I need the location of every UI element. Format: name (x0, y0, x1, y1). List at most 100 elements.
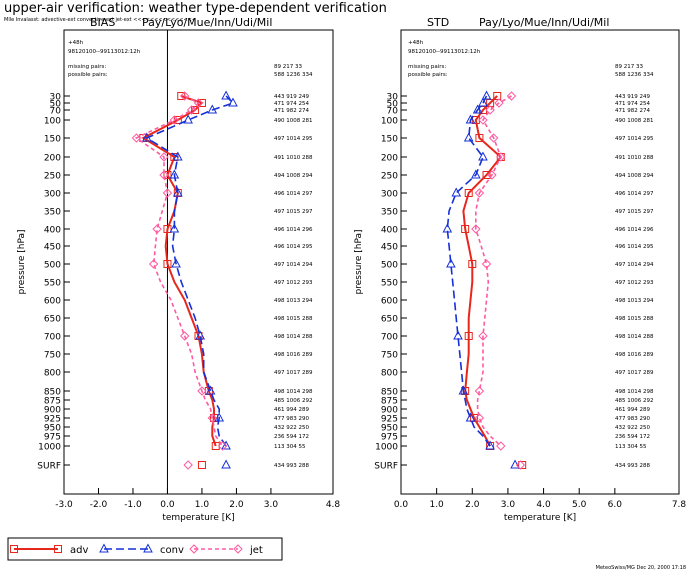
series-adv-point (482, 171, 491, 179)
series-conv-point (183, 114, 193, 124)
series-conv-point (169, 223, 180, 233)
legend-label-adv: adv (70, 545, 88, 556)
series-jet-point (217, 441, 228, 451)
series-jet-point (496, 441, 506, 451)
series-jet-point (169, 115, 180, 125)
series-jet-point (506, 91, 517, 101)
series-conv-point (451, 187, 462, 197)
y-tick-label: 600 (381, 297, 398, 307)
x-tick-label: 6.0 (608, 500, 623, 510)
legend-marker-jet (189, 544, 199, 554)
pair-count: 498 1016 289 (274, 352, 313, 358)
x-tick-label: 1.0 (195, 500, 210, 510)
missing-pairs-label: missing pairs: (68, 64, 106, 70)
panel-title-left: STD (427, 16, 449, 29)
legend-marker-conv (143, 543, 153, 553)
y-tick-label: 750 (381, 351, 398, 361)
y-tick-label: 900 (44, 406, 61, 416)
series-conv-point (221, 90, 231, 100)
y-tick-label: 100 (381, 117, 398, 127)
series-conv-line (446, 95, 491, 447)
series-adv-point (464, 189, 473, 197)
info-lead-time: +48h (408, 40, 424, 46)
pair-count: 498 1013 294 (615, 298, 654, 304)
pair-count: 494 1008 294 (274, 173, 313, 179)
pair-count: 497 1014 294 (615, 262, 654, 268)
possible-pairs-label: possible pairs: (68, 72, 108, 78)
series-conv-point (472, 104, 483, 114)
series-adv-point (468, 260, 477, 268)
y-axis-label: pressure [hPa] (354, 230, 364, 295)
y-tick-label: 850 (381, 388, 398, 398)
possible-pairs-label: possible pairs: (408, 72, 448, 78)
series-conv-point (172, 187, 183, 197)
legend-marker-conv (99, 543, 109, 553)
series-adv-point (461, 225, 470, 233)
info-period: 98120100--99113012:12h (68, 49, 141, 55)
y-tick-label: 1000 (375, 443, 398, 453)
series-jet-point (186, 105, 197, 115)
pair-count: 490 1008 281 (615, 118, 654, 124)
y-tick-label: 650 (381, 315, 398, 325)
y-tick-label: 700 (44, 333, 61, 343)
series-conv-point (478, 97, 488, 107)
y-tick-label: 300 (44, 190, 61, 200)
pair-count: 443 919 249 (615, 94, 650, 100)
series-conv-point (481, 90, 492, 100)
y-tick-label: 350 (44, 208, 61, 218)
series-jet-point (488, 133, 499, 143)
y-tick-label: 70 (50, 107, 62, 117)
series-jet-point (487, 170, 497, 180)
y-tick-label: 875 (44, 397, 61, 407)
x-tick-label: 0.0 (160, 500, 175, 510)
y-tick-label: 300 (381, 190, 398, 200)
y-tick-label: 700 (381, 333, 398, 343)
series-adv-point (493, 92, 502, 100)
series-jet-point (193, 98, 204, 108)
series-jet-point (515, 460, 526, 470)
pair-count: 471 974 254 (615, 101, 650, 107)
pair-count: 498 1014 288 (274, 334, 313, 340)
missing-pairs-label: missing pairs: (408, 64, 446, 70)
x-tick-label: 3.0 (264, 500, 279, 510)
series-jet-line (474, 95, 512, 447)
series-conv-point (463, 132, 474, 142)
x-tick-label: 0.0 (394, 500, 409, 510)
pair-count: 485 1006 292 (615, 398, 654, 404)
figure-subtitle: Mlle Invalasst: advective-ext convective… (4, 17, 196, 23)
legend-frame (7, 537, 283, 561)
y-tick-label: 250 (381, 172, 398, 182)
x-tick-label: -1.0 (124, 500, 142, 510)
y-tick-label: 975 (381, 433, 398, 443)
info-period: 98120100--99113012:12h (408, 49, 481, 55)
legend-label-jet: jet (249, 545, 263, 556)
series-jet-point (162, 188, 173, 198)
y-tick-label: SURF (374, 462, 398, 472)
pair-count: 498 1013 294 (274, 298, 313, 304)
series-conv-point (205, 385, 216, 395)
pair-count: 443 919 249 (274, 94, 309, 100)
series-jet-point (485, 105, 495, 115)
plot-frame (63, 29, 334, 495)
bias-panel: BIAS Pay/Lyo/Mue/Inn/Udi/Mil +48h 98120100-… (17, 16, 340, 523)
pair-count: 497 1015 297 (615, 209, 654, 215)
panel-title-right: Pay/Lyo/Mue/Inn/Udi/Mil (479, 16, 609, 29)
y-tick-label: 150 (44, 135, 61, 145)
pair-count: 491 1010 288 (615, 155, 654, 161)
y-tick-label: 250 (44, 172, 61, 182)
series-jet-point (471, 224, 481, 234)
series-conv-point (442, 223, 453, 233)
pair-count: 461 994 289 (274, 407, 309, 413)
pair-count: 434 993 288 (615, 463, 650, 469)
y-axis-label: pressure [hPa] (17, 230, 27, 295)
series-jet-point (183, 460, 193, 470)
y-tick-label: 150 (381, 135, 398, 145)
y-tick-label: SURF (37, 462, 61, 472)
series-adv-line (462, 95, 503, 447)
series-conv-point (171, 258, 181, 268)
series-adv-point (475, 134, 484, 142)
y-tick-label: 450 (44, 243, 61, 253)
series-conv-point (214, 412, 225, 422)
x-tick-label: 5.0 (572, 500, 587, 510)
